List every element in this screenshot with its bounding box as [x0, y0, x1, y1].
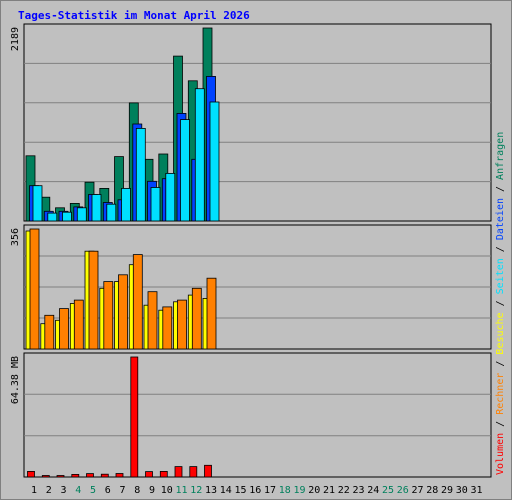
x-tick-label: 21: [323, 485, 335, 496]
bar-volumen-day-9: [145, 471, 153, 478]
x-tick-label: 23: [352, 485, 364, 496]
bar-seiten-day-11: [180, 119, 190, 222]
bar-seiten-day-8: [135, 127, 146, 222]
legend-separator: /: [495, 294, 506, 312]
x-tick-label: 8: [134, 485, 140, 496]
x-tick-label: 30: [456, 485, 468, 496]
ymax-label-visits: 356: [10, 228, 21, 246]
bar-seiten-day-7: [121, 187, 131, 222]
side-legend: Volumen / Rechner / Besuche / Seiten / D…: [495, 132, 506, 475]
x-tick-label: 24: [367, 485, 379, 496]
bar-rechner-day-5: [88, 250, 99, 350]
legend-item-anfragen: Anfragen: [495, 132, 506, 180]
x-tick-label: 10: [161, 485, 173, 496]
bar-seiten-day-5: [91, 194, 102, 222]
x-tick-label: 20: [308, 485, 320, 496]
x-tick-label: 7: [119, 485, 125, 496]
legend-separator: /: [495, 415, 506, 433]
x-tick-label: 11: [175, 485, 187, 496]
ymax-label-hits: 2189: [10, 27, 21, 51]
bar-volumen-day-10: [159, 470, 168, 478]
bar-rechner-day-13: [206, 277, 217, 350]
bar-rechner-day-11: [177, 299, 187, 350]
bar-seiten-day-13: [209, 101, 220, 222]
bar-rechner-day-1: [29, 228, 40, 350]
legend-separator: /: [495, 180, 506, 198]
bar-rechner-day-10: [162, 306, 173, 350]
x-tick-label: 18: [279, 485, 291, 496]
bar-seiten-day-10: [165, 172, 176, 222]
bar-volumen-day-3: [56, 475, 65, 478]
bar-volumen-day-6: [100, 473, 109, 478]
legend-text: Volumen / Rechner / Besuche / Seiten / D…: [495, 132, 506, 475]
x-tick-label: 14: [220, 485, 232, 496]
legend-item-dateien: Dateien: [495, 198, 506, 240]
x-tick-label: 25: [382, 485, 394, 496]
bar-seiten-day-6: [106, 203, 117, 222]
bar-volumen-day-12: [189, 466, 198, 478]
x-tick-label: 29: [441, 485, 453, 496]
bar-seiten-day-1: [32, 185, 43, 222]
legend-item-seiten: Seiten: [495, 258, 506, 294]
x-tick-label: 17: [264, 485, 276, 496]
x-tick-label: 12: [190, 485, 202, 496]
x-tick-label: 13: [205, 485, 217, 496]
bar-seiten-day-12: [194, 88, 205, 222]
x-tick-label: 6: [105, 485, 111, 496]
bar-rechner-day-6: [103, 281, 114, 350]
legend-separator: /: [495, 240, 506, 258]
x-tick-label: 26: [397, 485, 409, 496]
x-tick-label: 2: [46, 485, 52, 496]
x-tick-label: 5: [90, 485, 96, 496]
bar-rechner-day-12: [191, 287, 202, 350]
legend-item-besuche: Besuche: [495, 312, 506, 354]
ymax-label-volume: 64.38 MB: [10, 356, 21, 404]
legend-separator: /: [495, 355, 506, 373]
x-tick-label: 31: [470, 485, 482, 496]
chart-title: Tages-Statistik im Monat April 2026: [18, 9, 250, 22]
bar-seiten-day-2: [47, 212, 58, 222]
bar-rechner-day-9: [147, 291, 158, 350]
bar-rechner-day-3: [59, 308, 69, 350]
bar-rechner-day-7: [118, 274, 128, 350]
x-tick-label: 27: [411, 485, 423, 496]
bar-volumen-day-8: [130, 356, 139, 478]
bar-seiten-day-4: [76, 207, 87, 222]
x-tick-label: 22: [338, 485, 350, 496]
bar-rechner-day-2: [44, 314, 55, 350]
x-tick-label: 16: [249, 485, 261, 496]
bar-volumen-day-4: [71, 473, 80, 478]
bar-seiten-day-9: [150, 187, 161, 222]
bar-seiten-day-3: [62, 211, 72, 222]
x-tick-label: 3: [60, 485, 66, 496]
x-tick-label: 15: [234, 485, 246, 496]
x-tick-label: 28: [426, 485, 438, 496]
bar-volumen-day-1: [27, 470, 35, 478]
panel-volume: [23, 352, 492, 478]
bar-rechner-day-4: [73, 299, 84, 350]
bar-volumen-day-2: [41, 475, 50, 478]
bar-volumen-day-11: [174, 466, 183, 478]
bar-volumen-day-5: [86, 473, 94, 478]
bar-volumen-day-7: [115, 473, 124, 478]
x-tick-label: 4: [75, 485, 81, 496]
legend-item-volumen: Volumen: [495, 433, 506, 475]
legend-item-rechner: Rechner: [495, 373, 506, 415]
bar-volumen-day-13: [204, 464, 212, 478]
x-tick-label: 1: [31, 485, 37, 496]
bar-rechner-day-8: [132, 254, 143, 350]
x-tick-label: 9: [149, 485, 155, 496]
x-tick-label: 19: [293, 485, 305, 496]
